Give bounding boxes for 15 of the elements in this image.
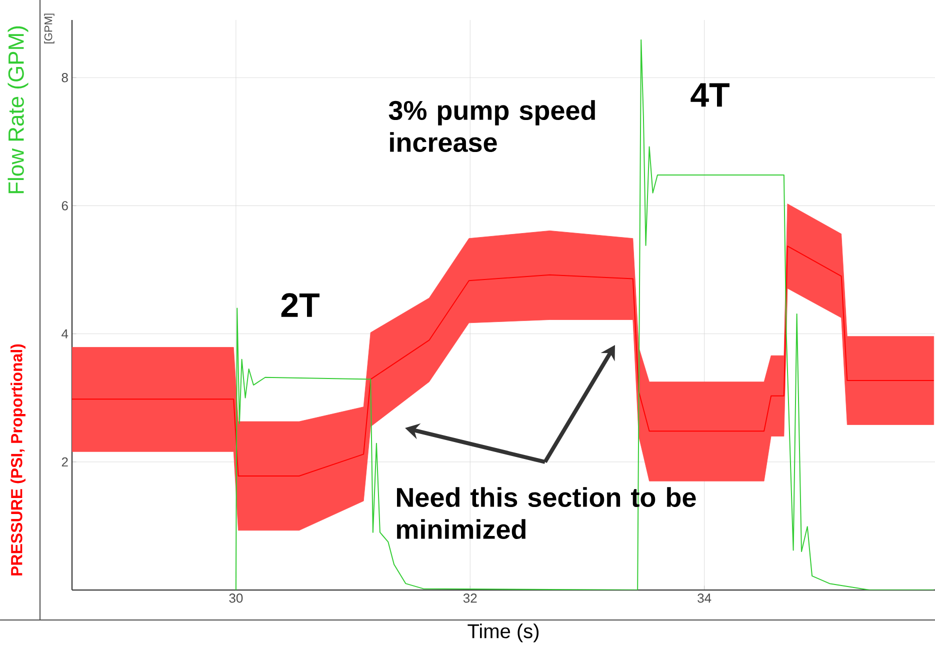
x-axis-title: Time (s) xyxy=(468,624,539,642)
line-series xyxy=(235,39,934,590)
y-tick-label: 8 xyxy=(62,73,68,82)
y-tick-label: 4 xyxy=(62,329,68,338)
annotation: 4T xyxy=(690,83,730,107)
x-tick-label: 30 xyxy=(229,594,243,603)
x-tick-label: 34 xyxy=(698,594,712,603)
x-tick-label: 32 xyxy=(463,594,477,603)
y-axis-title: [GPM] xyxy=(44,14,54,44)
text: Flow Rate (GPM) xyxy=(8,26,28,194)
annotation: 2T xyxy=(281,293,320,317)
y-tick-label: 6 xyxy=(62,201,68,210)
text: PRESSURE (PSI, Proportional) xyxy=(10,344,26,576)
y-tick-label: 2 xyxy=(62,457,68,466)
annotation: 3% pump speed increase xyxy=(388,100,595,152)
